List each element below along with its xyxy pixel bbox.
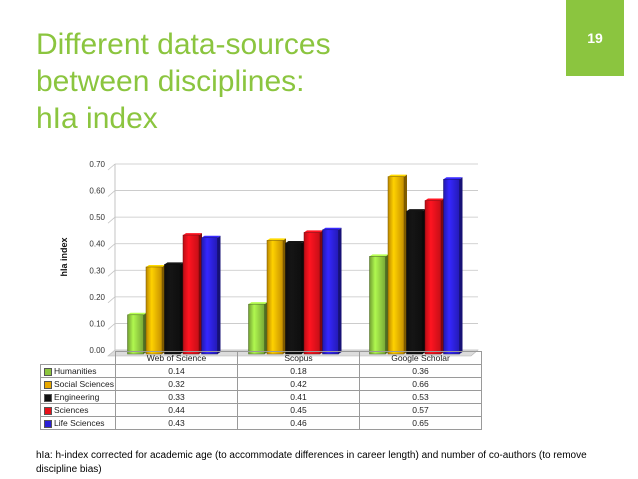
- bar-top: [369, 254, 389, 257]
- table-value-cell: 0.14: [115, 364, 238, 378]
- y-tick-label: 0.30: [89, 266, 105, 275]
- table-value-cell: 0.44: [115, 403, 238, 417]
- table-row: Engineering 0.33 0.41 0.53: [40, 390, 482, 404]
- legend-label: Life Sciences: [54, 418, 105, 428]
- legend-swatch: [44, 406, 52, 415]
- table-category-header: Web of Science: [115, 351, 238, 365]
- bar-humanities: [369, 256, 386, 355]
- bar-top: [443, 177, 463, 180]
- bar-humanities: [248, 303, 265, 355]
- legend-swatch: [44, 380, 52, 389]
- slide-title: Different data-sources between disciplin…: [36, 28, 331, 135]
- bar-top: [267, 238, 286, 241]
- bar-sciences: [424, 200, 442, 355]
- y-tick-label: 0.70: [89, 160, 105, 169]
- bar-social-sciences: [266, 240, 284, 355]
- table-category-header: Google Scholar: [359, 351, 482, 365]
- legend-entry: Social Sciences: [40, 377, 116, 391]
- bar-life-sciences: [443, 179, 460, 355]
- table-value-cell: 0.45: [237, 403, 360, 417]
- chart-data-table: Web of Science Scopus Google Scholar Human…: [40, 351, 482, 430]
- legend-entry: Humanities: [40, 364, 116, 378]
- bar-top: [248, 302, 268, 305]
- table-value-cell: 0.18: [237, 364, 360, 378]
- bar-life-sciences: [201, 237, 218, 355]
- footnote: hIa: h-index corrected for academic age …: [36, 450, 587, 475]
- table-value-cell: 0.46: [237, 416, 360, 430]
- table-row: Sciences 0.44 0.45 0.57: [40, 403, 482, 417]
- y-tick-label: 0.20: [89, 293, 105, 302]
- gridline-depth: [107, 296, 116, 304]
- table-value-cell: 0.43: [115, 416, 238, 430]
- bar-top: [127, 312, 147, 315]
- legend-label: Engineering: [54, 392, 100, 402]
- y-tick-label: 0.50: [89, 213, 105, 222]
- bar-top: [164, 262, 184, 265]
- legend-label: Sciences: [54, 405, 89, 415]
- legend-entry: Life Sciences: [40, 416, 116, 430]
- bar-engineering: [285, 242, 302, 355]
- table-category-header: Scopus: [237, 351, 360, 365]
- table-row: Social Sciences 0.32 0.42 0.66: [40, 377, 482, 391]
- y-tick-label: 0.60: [89, 187, 105, 196]
- gridline-depth: [107, 323, 116, 330]
- gridline-depth: [107, 216, 116, 224]
- bar-social-sciences: [387, 176, 405, 355]
- bar-top: [425, 198, 444, 201]
- y-tick-label: 0.40: [89, 240, 105, 249]
- legend-swatch: [44, 393, 52, 402]
- table-value-cell: 0.57: [359, 403, 482, 417]
- bar-humanities: [127, 314, 144, 355]
- table-corner: [40, 351, 116, 365]
- legend-swatch: [44, 367, 52, 376]
- gridline-depth: [107, 269, 116, 277]
- bar-side: [338, 227, 342, 354]
- bar-top: [304, 230, 323, 233]
- y-tick-label: 0.00: [89, 346, 105, 355]
- y-tick-label: 0.10: [89, 319, 105, 328]
- table-value-cell: 0.41: [237, 390, 360, 404]
- bar-engineering: [406, 210, 423, 355]
- bar-top: [406, 209, 426, 212]
- page-number-badge: 19: [566, 0, 624, 76]
- bar-life-sciences: [322, 229, 339, 355]
- table-value-cell: 0.65: [359, 416, 482, 430]
- bar-top: [322, 227, 342, 230]
- gridline-depth: [107, 190, 116, 197]
- bar-side: [459, 177, 463, 354]
- table-value-cell: 0.53: [359, 390, 482, 404]
- legend-entry: Engineering: [40, 390, 116, 404]
- table-value-cell: 0.42: [237, 377, 360, 391]
- bar-top: [285, 241, 305, 244]
- y-axis-label: hIa index: [59, 237, 69, 276]
- table-row: Humanities 0.14 0.18 0.36: [40, 364, 482, 378]
- gridline-depth: [107, 163, 116, 171]
- bar-sciences: [182, 234, 200, 355]
- bar-top: [201, 235, 221, 238]
- bar-engineering: [164, 264, 181, 355]
- bar-top: [146, 264, 165, 267]
- table-value-cell: 0.33: [115, 390, 238, 404]
- table-value-cell: 0.66: [359, 377, 482, 391]
- legend-entry: Sciences: [40, 403, 116, 417]
- bar-social-sciences: [145, 266, 163, 355]
- legend-label: Social Sciences: [54, 379, 115, 389]
- bar-sciences: [303, 232, 321, 355]
- bar-top: [388, 174, 407, 177]
- table-row: Life Sciences 0.43 0.46 0.65: [40, 416, 482, 430]
- legend-label: Humanities: [54, 366, 97, 376]
- bar-side: [217, 235, 221, 354]
- table-value-cell: 0.32: [115, 377, 238, 391]
- legend-swatch: [44, 419, 52, 428]
- gridline-depth: [107, 243, 116, 251]
- bar-top: [183, 233, 202, 236]
- table-value-cell: 0.36: [359, 364, 482, 378]
